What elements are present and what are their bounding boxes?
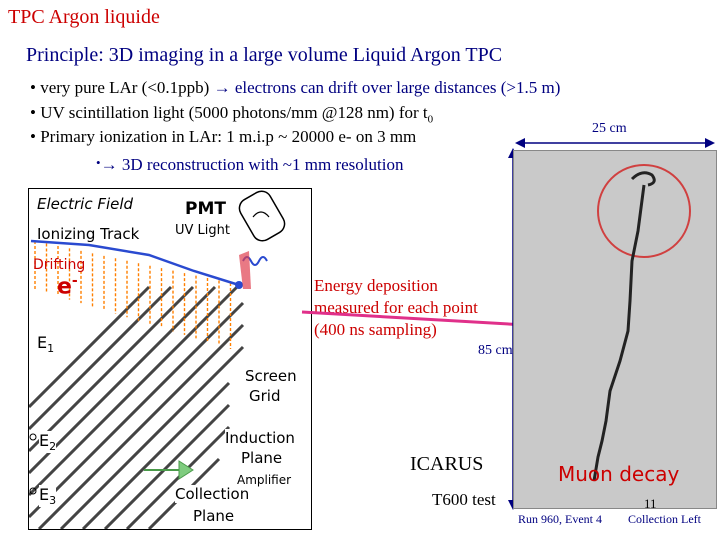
- collection-left-label: Collection Left: [628, 512, 701, 526]
- run-info: Run 960, Event 4: [518, 512, 602, 526]
- diagram-svg: [27, 190, 286, 531]
- bullet-uv-light: • UV scintillation light (5000 photons/m…: [30, 103, 433, 125]
- electron-symbol: e: [57, 274, 72, 300]
- event-track-svg: [592, 164, 691, 482]
- energy-line-1: Energy deposition: [314, 276, 438, 295]
- e2-marker: [29, 433, 37, 441]
- label-electric-field: Electric Field: [37, 195, 134, 213]
- label-e3: E3: [39, 485, 57, 508]
- muon-track: [592, 171, 656, 482]
- bullet-lar-purity-a: • very pure LAr (<0.1ppb): [30, 78, 214, 97]
- decay-circle: [597, 164, 691, 258]
- e3-marker: [29, 487, 37, 495]
- label-induction: Induction: [225, 429, 295, 447]
- horizontal-scale-arrow: [515, 138, 715, 148]
- electron-sup: -: [71, 273, 78, 289]
- e2-sub: 2: [49, 440, 57, 454]
- slide-title: TPC Argon liquide: [8, 6, 160, 28]
- bullet-uv-light-sub: 0: [427, 113, 434, 126]
- label-collection-plane: Plane: [193, 507, 235, 525]
- e3-symbol: E: [39, 485, 50, 504]
- track-end-icon: [235, 281, 243, 289]
- label-uv-light: UV Light: [175, 223, 230, 238]
- page-number: 11: [644, 496, 657, 511]
- e2-symbol: E: [39, 431, 50, 450]
- bullet-ionization: • Primary ionization in LAr: 1 m.i.p ~ 2…: [30, 127, 417, 146]
- ionizing-track: [30, 239, 240, 287]
- drift-arrows: [34, 241, 232, 349]
- label-pmt: PMT: [185, 199, 226, 219]
- bullet-lar-purity: • very pure LAr (<0.1ppb) → electrons ca…: [30, 78, 560, 98]
- energy-deposition-note: Energy deposition measured for each poin…: [314, 275, 478, 341]
- label-grid: Grid: [249, 387, 281, 405]
- label-t600: T600 test: [432, 490, 496, 509]
- label-amplifier: Amplifier: [237, 473, 292, 487]
- bullet-dot: •: [96, 155, 101, 170]
- scale-label-85cm: 85 cm: [478, 343, 513, 358]
- label-e1: E1: [37, 333, 54, 355]
- bullet-lar-purity-b: → electrons can drift over large distanc…: [213, 78, 561, 97]
- e3-sub: 3: [49, 494, 57, 508]
- scale-label-25cm: 25 cm: [592, 121, 627, 136]
- label-screen: Screen: [245, 367, 297, 385]
- bullet-reconstruction: •→ 3D reconstruction with ~1 mm resoluti…: [96, 155, 403, 175]
- label-collection: Collection: [175, 485, 250, 503]
- tpc-principle-diagram: Electric Field PMT Ionizing Track UV Lig…: [27, 188, 312, 531]
- charge-cloud: [239, 251, 251, 289]
- label-e2: E2: [39, 431, 57, 454]
- pmt-icon: [238, 190, 286, 242]
- bullet-reconstruction-text: → 3D reconstruction with ~1 mm resolutio…: [100, 155, 404, 174]
- label-muon-decay: Muon decay: [558, 462, 680, 486]
- icarus-event-image: [513, 150, 717, 509]
- energy-line-3: (400 ns sampling): [314, 320, 437, 339]
- label-drifting: Drifting: [33, 257, 86, 273]
- label-icarus: ICARUS: [410, 453, 484, 475]
- energy-line-2: measured for each point: [314, 298, 478, 317]
- e1-symbol: E: [37, 333, 48, 352]
- slide-subtitle: Principle: 3D imaging in a large volume …: [26, 44, 503, 66]
- e1-sub: 1: [47, 342, 55, 356]
- bullet-uv-light-text: • UV scintillation light (5000 photons/m…: [30, 103, 428, 122]
- label-induction-plane: Plane: [241, 449, 283, 467]
- label-electron: e-: [57, 273, 78, 299]
- label-ionizing-track: Ionizing Track: [37, 225, 140, 243]
